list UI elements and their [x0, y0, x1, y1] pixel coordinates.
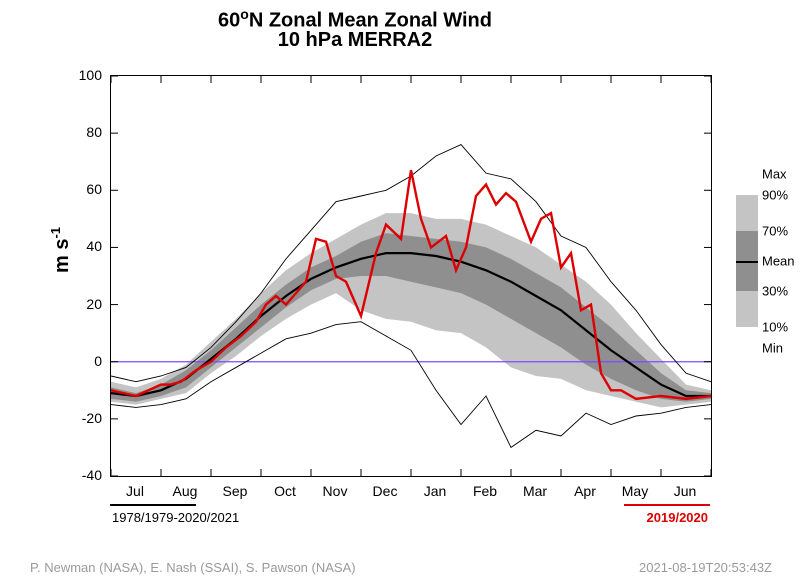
x-tick-label: Jun [665, 483, 705, 499]
legend-mean-line [736, 261, 758, 263]
x-tick-label: Oct [265, 483, 305, 499]
legend-label-p90: 90% [762, 187, 788, 202]
x-tick-label: Jul [115, 483, 155, 499]
legend-label-p10: 10% [762, 320, 788, 335]
y-tick-label: 80 [52, 124, 102, 140]
legend-seg-outer-bot [736, 291, 758, 328]
y-tick-label: 0 [52, 353, 102, 369]
x-tick-label: Sep [215, 483, 255, 499]
legend-bar [736, 174, 758, 348]
x-tick-label: Mar [515, 483, 555, 499]
climatology-indicator-bar [110, 504, 196, 506]
x-tick-label: Dec [365, 483, 405, 499]
y-tick-label: -40 [52, 467, 102, 483]
legend-label-mean: Mean [762, 254, 795, 269]
percentile-legend: Max 90% 70% Mean 30% 10% Min [736, 156, 784, 366]
x-tick-label: Nov [315, 483, 355, 499]
y-tick-label: 100 [52, 67, 102, 83]
x-tick-label: Feb [465, 483, 505, 499]
y-tick-label: 20 [52, 296, 102, 312]
y-tick-label: -20 [52, 410, 102, 426]
y-tick-label: 60 [52, 181, 102, 197]
x-tick-label: Apr [565, 483, 605, 499]
climatology-label: 1978/1979-2020/2021 [112, 510, 239, 525]
credits-left: P. Newman (NASA), E. Nash (SSAI), S. Paw… [30, 560, 356, 575]
plot-area [110, 75, 712, 477]
x-tick-label: Jan [415, 483, 455, 499]
chart-title-line2: 10 hPa MERRA2 [0, 29, 710, 52]
credits-right: 2021-08-19T20:53:43Z [639, 560, 772, 575]
x-tick-label: May [615, 483, 655, 499]
highlight-year-label: 2019/2020 [647, 510, 708, 525]
legend-label-max: Max [762, 167, 787, 182]
legend-label-p70: 70% [762, 224, 788, 239]
legend-seg-outer-top [736, 195, 758, 232]
legend-label-min: Min [762, 341, 783, 356]
y-tick-label: 40 [52, 238, 102, 254]
chart-container: 60oN Zonal Mean Zonal Wind 10 hPa MERRA2… [0, 0, 800, 587]
highlight-year-indicator-bar [624, 504, 710, 506]
legend-label-p30: 30% [762, 283, 788, 298]
x-tick-label: Aug [165, 483, 205, 499]
plot-svg [111, 76, 711, 476]
